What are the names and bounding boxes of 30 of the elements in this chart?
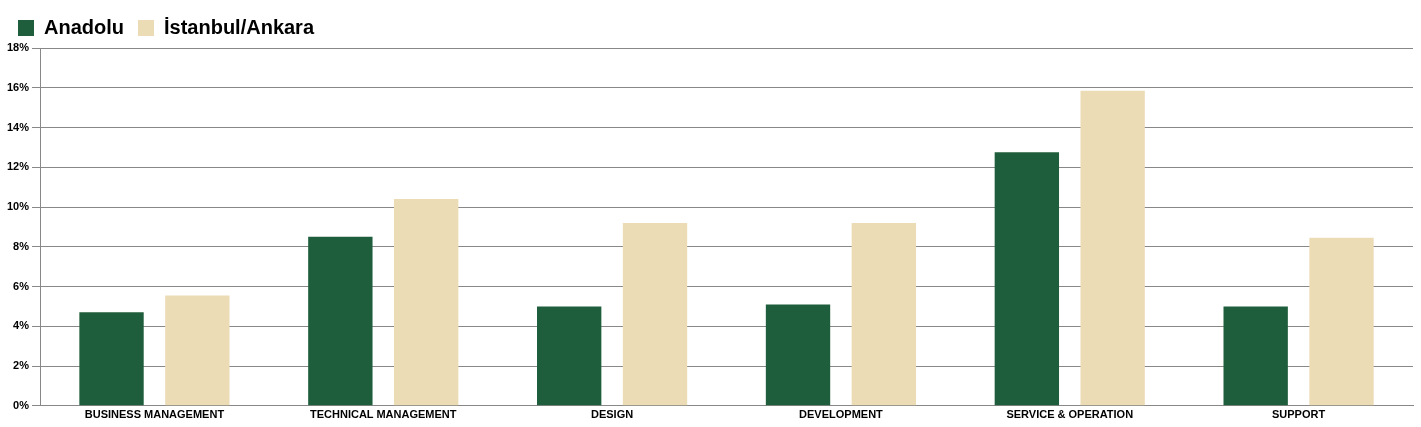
bar xyxy=(994,152,1060,406)
legend-label: İstanbul/Ankara xyxy=(163,15,315,38)
x-tick-label: DESIGN xyxy=(591,408,634,421)
y-tick-label: 8% xyxy=(13,239,30,252)
y-tick-label: 14% xyxy=(6,120,30,133)
y-tick-label: 10% xyxy=(6,200,30,213)
x-tick-label: TECHNICAL MANAGEMENT xyxy=(310,408,457,421)
y-tick-label: 0% xyxy=(13,398,30,411)
y-tick-label: 18% xyxy=(6,41,30,54)
y-tick-label: 2% xyxy=(13,359,30,372)
bar xyxy=(79,312,144,406)
x-tick-label: DEVELOPMENT xyxy=(799,408,884,421)
bar xyxy=(1309,237,1374,406)
bar xyxy=(537,306,602,406)
bar xyxy=(393,199,459,406)
legend-label: Anadolu xyxy=(44,15,124,38)
bar xyxy=(1223,306,1288,406)
x-tick-label: SUPPORT xyxy=(1271,408,1326,421)
bar xyxy=(1080,90,1145,406)
bar xyxy=(165,295,230,406)
bar xyxy=(622,222,688,406)
y-tick-label: 12% xyxy=(6,160,30,173)
y-tick-label: 6% xyxy=(13,279,30,292)
bar xyxy=(765,304,831,406)
y-tick-label: 4% xyxy=(13,319,30,332)
bar xyxy=(851,222,917,406)
bar xyxy=(308,236,373,406)
y-tick-label: 16% xyxy=(6,80,30,93)
x-tick-label: BUSINESS MANAGEMENT xyxy=(84,408,225,421)
x-tick-label: SERVICE & OPERATION xyxy=(1006,408,1134,421)
